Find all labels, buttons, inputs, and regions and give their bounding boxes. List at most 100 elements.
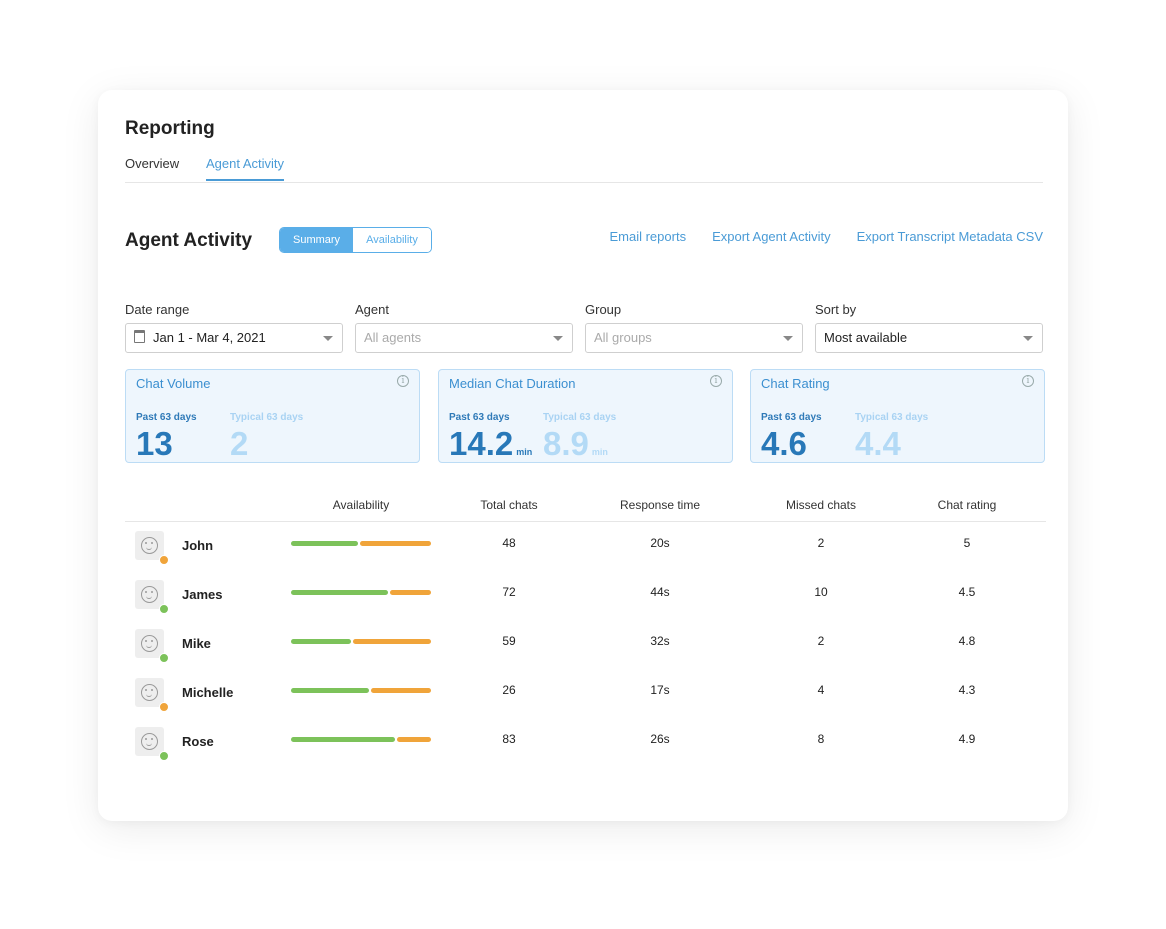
agent-name[interactable]: Rose [182,734,214,749]
metric-title: Chat Volume [136,376,211,391]
chat-rating-cell: 4.9 [958,732,976,746]
availability-bar [291,639,431,644]
date-range-value: Jan 1 - Mar 4, 2021 [153,330,266,345]
availability-bar [291,541,431,546]
past-label: Past 63 days [136,412,197,423]
smiley-avatar-icon [135,727,169,761]
chevron-down-icon [553,336,563,341]
response-time-cell: 20s [650,536,670,550]
typical-label: Typical 63 days [230,412,304,423]
status-dot-icon [159,702,169,712]
chat-rating-cell: 5 [963,536,971,550]
sort-by-select[interactable]: Most available [815,323,1043,353]
group-placeholder: All groups [594,330,652,345]
date-range-filter: Date range Jan 1 - Mar 4, 2021 [125,302,343,353]
column-header-chat-rating[interactable]: Chat rating [937,498,997,512]
away-segment [360,541,431,546]
agent-label: Agent [355,302,389,317]
status-dot-icon [159,555,169,565]
total-chats-cell: 59 [502,634,516,648]
smiley-avatar-icon [135,531,169,565]
tab-agent-activity[interactable]: Agent Activity [206,156,285,181]
agent-name[interactable]: Mike [182,636,211,651]
response-time-cell: 32s [650,634,670,648]
missed-chats-cell: 2 [817,536,825,550]
status-dot-icon [159,604,169,614]
export-agent-activity-link[interactable]: Export Agent Activity [712,229,831,244]
tab-overview[interactable]: Overview [125,156,180,171]
info-icon[interactable]: i [1022,375,1034,387]
median-chat-duration-card: Median Chat Duration i Past 63 days Typi… [438,369,733,463]
group-filter: Group All groups [585,302,803,353]
agent-placeholder: All agents [364,330,422,345]
table-header: Availability Total chats Response time M… [125,498,1046,522]
export-transcript-csv-link[interactable]: Export Transcript Metadata CSV [856,229,1043,244]
metric-title: Median Chat Duration [449,376,576,391]
reporting-card: Reporting Overview Agent Activity Agent … [98,90,1068,821]
typical-label: Typical 63 days [855,412,929,423]
table-row[interactable]: John 48 20s 2 5 [125,522,1046,571]
typical-value: 4.4 [855,425,901,462]
agent-select[interactable]: All agents [355,323,573,353]
past-label: Past 63 days [449,412,510,423]
table-row[interactable]: Rose 83 26s 8 4.9 [125,718,1046,767]
typical-value: 2 [230,425,249,462]
chat-rating-card: Chat Rating i Past 63 days Typical 63 da… [750,369,1045,463]
smiley-avatar-icon [135,678,169,712]
sort-by-value: Most available [824,330,908,345]
away-segment [390,590,431,595]
availability-bar [291,688,431,693]
chat-rating-cell: 4.3 [958,683,976,697]
column-header-availability[interactable]: Availability [332,498,390,512]
response-time-cell: 17s [650,683,670,697]
date-range-select[interactable]: Jan 1 - Mar 4, 2021 [125,323,343,353]
agent-name[interactable]: James [182,587,223,602]
column-header-response-time[interactable]: Response time [619,498,701,512]
info-icon[interactable]: i [710,375,722,387]
total-chats-cell: 83 [502,732,516,746]
status-dot-icon [159,751,169,761]
chevron-down-icon [783,336,793,341]
available-segment [291,737,395,742]
available-segment [291,541,358,546]
summary-toggle-button[interactable]: Summary [280,228,354,252]
missed-chats-cell: 8 [817,732,825,746]
sort-by-filter: Sort by Most available [815,302,1043,353]
availability-bar [291,590,431,595]
section-title: Agent Activity [125,230,253,251]
table-row[interactable]: Michelle 26 17s 4 4.3 [125,669,1046,718]
smiley-avatar-icon [135,629,169,663]
availability-toggle-button[interactable]: Availability [353,228,431,252]
total-chats-cell: 48 [502,536,516,550]
tab-bar: Overview Agent Activity [125,156,1043,183]
table-row[interactable]: Mike 59 32s 2 4.8 [125,620,1046,669]
column-header-missed-chats[interactable]: Missed chats [785,498,857,512]
table-row[interactable]: James 72 44s 10 4.5 [125,571,1046,620]
status-dot-icon [159,653,169,663]
available-segment [291,590,388,595]
chevron-down-icon [323,336,333,341]
total-chats-cell: 72 [502,585,516,599]
chat-rating-cell: 4.5 [958,585,976,599]
typical-value: 8.9 min [543,425,608,462]
column-header-total-chats[interactable]: Total chats [480,498,538,512]
missed-chats-cell: 2 [817,634,825,648]
agent-name[interactable]: Michelle [182,685,234,700]
smiley-avatar-icon [135,580,169,614]
group-label: Group [585,302,622,317]
response-time-cell: 26s [650,732,670,746]
group-select[interactable]: All groups [585,323,803,353]
available-segment [291,639,351,644]
chevron-down-icon [1023,336,1033,341]
calendar-icon [134,330,145,343]
report-actions: Email reports Export Agent Activity Expo… [609,229,1043,244]
agent-filter: Agent All agents [355,302,573,353]
missed-chats-cell: 4 [817,683,825,697]
sort-by-label: Sort by [815,302,857,317]
away-segment [397,737,431,742]
missed-chats-cell: 10 [814,585,828,599]
past-value: 4.6 [761,425,807,462]
agent-name[interactable]: John [182,538,214,553]
info-icon[interactable]: i [397,375,409,387]
email-reports-link[interactable]: Email reports [609,229,687,244]
